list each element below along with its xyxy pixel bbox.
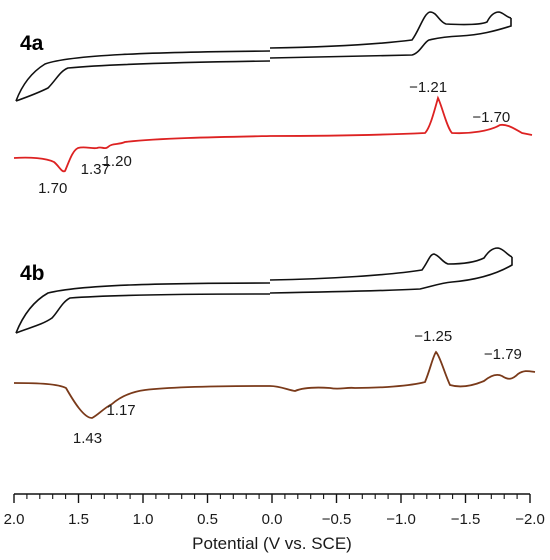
- x-tick-label: 0.5: [197, 511, 218, 528]
- peak-label-4b: 1.17: [106, 402, 135, 419]
- x-tick-label: 2.0: [4, 511, 25, 528]
- peak-label-4b: −1.79: [484, 346, 522, 363]
- cv-4a-upper-left: [15, 50, 271, 102]
- cv-4b-lower-right: [269, 257, 513, 294]
- peak-label-4a: −1.70: [472, 109, 510, 126]
- peak-labels: 1.70 1.371.20 −1.21 −1.70 1.431.17 −1.25 −1.79: [38, 79, 522, 447]
- x-tick-label: 1.5: [68, 511, 89, 528]
- peak-label-4a: 1.20: [103, 153, 132, 170]
- x-tick-label: −0.5: [322, 511, 352, 528]
- x-tick-label: −1.0: [386, 511, 416, 528]
- peak-label-4a: 1.37: [81, 161, 110, 178]
- panel-label-4a: 4a: [20, 32, 44, 55]
- cv-trace-4a: [15, 11, 512, 102]
- x-tick-label: 1.0: [133, 511, 154, 528]
- x-axis-title: Potential (V vs. SCE): [192, 534, 352, 553]
- dpv-trace-4b: [13, 350, 536, 419]
- panel-label-4b: 4b: [20, 262, 45, 285]
- cv-4b-upper-left: [15, 282, 271, 334]
- cv-4a-lower-right: [269, 18, 512, 59]
- cv-4a-lower-left: [15, 60, 271, 102]
- x-tick-label: 0.0: [262, 511, 283, 528]
- peak-label-4a: −1.21: [409, 79, 447, 96]
- x-axis: 2.0 1.5 1.0 0.5 0.0 −0.5 −1.0 −1.5 −2.0 Potentia…: [4, 493, 545, 553]
- x-tick-label: −2.0: [515, 511, 545, 528]
- cv-4a-upper-right: [269, 11, 512, 49]
- x-tick-label: −1.5: [451, 511, 481, 528]
- peak-label-4b: −1.25: [414, 328, 452, 345]
- peak-label-4b: 1.43: [73, 430, 102, 447]
- cv-trace-4b: [15, 247, 513, 334]
- dpv-trace-4a: [13, 95, 533, 173]
- peak-label-4a: 1.70: [38, 180, 67, 197]
- cv-4b-upper-right: [269, 247, 513, 281]
- cv-4b-lower-left: [15, 293, 271, 334]
